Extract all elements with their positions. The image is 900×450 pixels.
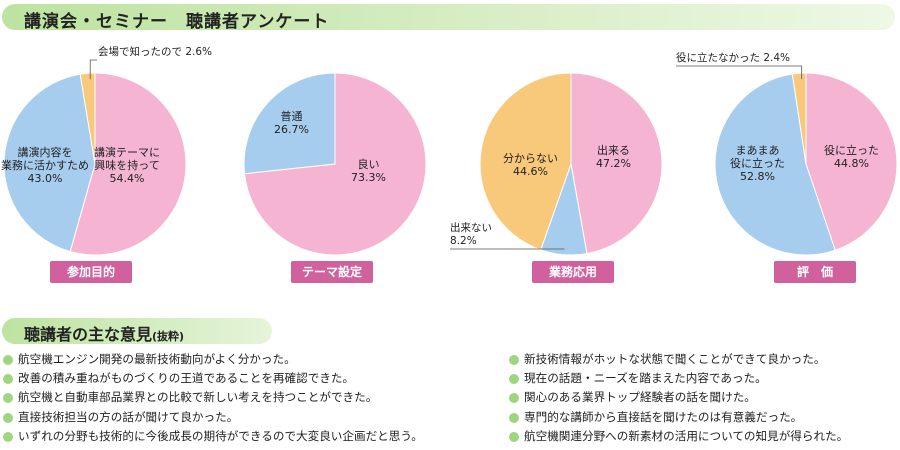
leader-line bbox=[89, 59, 97, 80]
opinion-item: 航空機エンジン開発の最新技術動向がよく分かった。 bbox=[2, 350, 423, 369]
slice-label-venue: 会場で知ったので 2.6% bbox=[98, 46, 213, 58]
pie-svg-purpose bbox=[3, 59, 187, 256]
slice-label-somewhat-useful: まあまあ 役に立った 52.8% bbox=[730, 144, 785, 183]
opinions-title-text: 聴講者の主な意見 bbox=[24, 325, 153, 344]
slice-label-apply-to-work: 講演内容を 業務に活かすため 43.0% bbox=[1, 146, 89, 185]
pie-slice bbox=[791, 72, 807, 165]
opinion-item: 専門的な講師から直接話を聞けたのは有意義だった。 bbox=[508, 408, 848, 427]
page-title: 講演会・セミナー 聴講者アンケート bbox=[24, 12, 330, 32]
opinion-item: 直接技術担当の方の話が聞けて良かった。 bbox=[2, 408, 423, 427]
pie-chart-evaluation: 役に立った 44.8% まあまあ 役に立った 52.8% 役に立たなかった 2.… bbox=[672, 40, 898, 288]
opinion-item: いずれの分野も技術的に今後成長の期待ができるので大変良い企画だと思う。 bbox=[2, 427, 423, 446]
slice-label-useful: 役に立った 44.8% bbox=[824, 144, 879, 170]
pie-slice bbox=[243, 72, 336, 175]
opinion-item: 改善の積み重ねがものづくりの王道であることを再確認できた。 bbox=[2, 369, 423, 388]
pie-svg-theme bbox=[243, 72, 427, 256]
pie-slice bbox=[570, 72, 663, 255]
opinion-item: 新技術情報がホットな状態で聞くことができて良かった。 bbox=[508, 350, 848, 369]
chart-title-badge-theme: テーマ設定 bbox=[291, 261, 373, 283]
chart-title-badge-purpose: 参加目的 bbox=[50, 261, 132, 283]
pie-slice bbox=[479, 72, 572, 251]
pie-chart-purpose: 講演テーマに 興味を持って 54.4% 講演内容を 業務に活かすため 43.0%… bbox=[1, 40, 219, 288]
slice-label-can-apply: 出来る 47.2% bbox=[596, 144, 631, 170]
opinion-item: 航空機関連分野への新素材の活用についての知見が得られた。 bbox=[508, 427, 848, 446]
opinion-item: 現在の話題・ニーズを踏まえた内容であった。 bbox=[508, 369, 848, 388]
opinions-list-right: 新技術情報がホットな状態で聞くことができて良かった。 現在の話題・ニーズを踏まえ… bbox=[508, 350, 848, 446]
opinions-header-bar: 聴講者の主な意見(抜粋) bbox=[2, 318, 272, 344]
pie-slice bbox=[805, 72, 898, 251]
slice-label-cannot-apply: 出来ない 8.2% bbox=[450, 222, 492, 247]
slice-label-not-sure: 分からない 44.6% bbox=[503, 152, 558, 178]
chart-title-badge-application: 業務応用 bbox=[532, 261, 614, 283]
opinions-list-left: 航空機エンジン開発の最新技術動向がよく分かった。 改善の積み重ねがものづくりの王… bbox=[2, 350, 423, 446]
pie-chart-application: 出来る 47.2% 出来ない 8.2% 分からない 44.6% 業務応用 bbox=[448, 40, 663, 288]
opinion-item: 関心のある業界トップ経験者の話を聞けた。 bbox=[508, 388, 848, 407]
opinions-title: 聴講者の主な意見(抜粋) bbox=[24, 321, 184, 345]
header-bar: 講演会・セミナー 聴講者アンケート bbox=[2, 4, 895, 32]
pie-svg-evaluation bbox=[676, 65, 898, 256]
opinion-item: 航空機と自動車部品業界との比較で新しい考えを持つことができた。 bbox=[2, 388, 423, 407]
slice-label-not-useful: 役に立たなかった 2.4% bbox=[676, 52, 791, 64]
pie-slice bbox=[714, 73, 836, 256]
pie-svg-application bbox=[450, 72, 663, 256]
pie-slice bbox=[69, 72, 187, 256]
pie-slice bbox=[79, 72, 96, 165]
pie-chart-theme: 良い 73.3% 普通 26.7% テーマ設定 bbox=[236, 40, 451, 288]
pie-slice bbox=[3, 73, 96, 253]
opinions-title-note: (抜粋) bbox=[152, 330, 185, 343]
leader-line bbox=[676, 65, 803, 80]
chart-title-badge-evaluation: 評 価 bbox=[774, 261, 856, 283]
slice-label-theme-interest: 講演テーマに 興味を持って 54.4% bbox=[94, 146, 160, 185]
slice-label-good: 良い 73.3% bbox=[351, 158, 386, 184]
slice-label-normal: 普通 26.7% bbox=[274, 110, 309, 136]
